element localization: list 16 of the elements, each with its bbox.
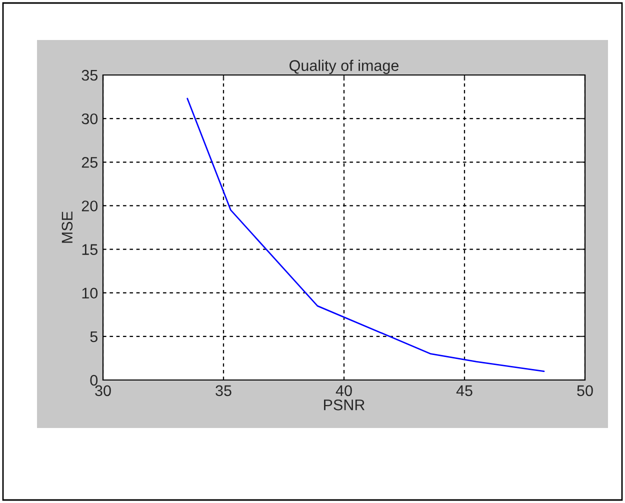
y-axis-title: MSE xyxy=(62,212,73,243)
line-series xyxy=(186,98,545,372)
y-tick-label: 15 xyxy=(82,244,98,255)
y-tick-label: 0 xyxy=(90,374,98,386)
y-tick-label: 20 xyxy=(82,200,98,212)
y-tick-label: 5 xyxy=(90,331,98,342)
y-tick-label: 25 xyxy=(82,157,98,168)
chart-title: Quality of image xyxy=(290,60,399,74)
x-tick-label: 35 xyxy=(216,385,232,396)
x-tick-label: 40 xyxy=(336,385,352,396)
y-tick-label: 10 xyxy=(82,288,98,299)
y-tick-label: 30 xyxy=(82,113,98,124)
y-tick-label: 35 xyxy=(82,70,98,81)
x-axis-title: PSNR xyxy=(324,400,365,410)
x-tick-label: 45 xyxy=(456,385,472,396)
x-tick-label: 50 xyxy=(577,385,593,396)
